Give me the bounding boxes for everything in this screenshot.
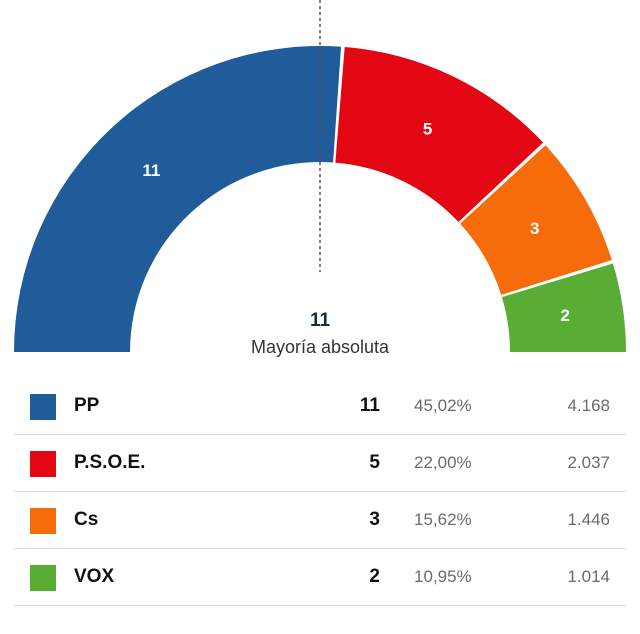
votes-cs: 1.446 (567, 510, 610, 529)
legend-swatch-psoe (30, 451, 56, 477)
results-table: PP 11 45,02% 4.168 P.S.O.E. 5 22,00% 2.0… (14, 378, 626, 606)
table-row-vox[interactable]: VOX 2 10,95% 1.014 (14, 549, 626, 606)
party-name-cs: Cs (74, 509, 99, 530)
table-row-cs[interactable]: Cs 3 15,62% 1.446 (14, 492, 626, 549)
table-row-pp[interactable]: PP 11 45,02% 4.168 (14, 378, 626, 435)
segment-label-vox: 2 (560, 306, 569, 325)
segment-cs[interactable] (460, 145, 612, 295)
majority-label: Mayoría absoluta (250, 337, 390, 357)
majority-number: 11 (309, 310, 331, 331)
votes-psoe: 2.037 (567, 453, 610, 472)
percent-pp: 45,02% (414, 396, 472, 415)
segment-vox[interactable] (501, 263, 626, 352)
seats-cs: 3 (369, 509, 380, 530)
seats-pp: 11 (359, 395, 380, 416)
party-name-vox: VOX (74, 566, 115, 587)
percent-psoe: 22,00% (414, 453, 472, 472)
parliament-chart: 11 5 3 2 (14, 0, 626, 353)
segment-label-pp: 11 (142, 161, 160, 180)
table-row-psoe[interactable]: P.S.O.E. 5 22,00% 2.037 (14, 435, 626, 492)
party-name-pp: PP (74, 395, 100, 416)
percent-cs: 15,62% (414, 510, 472, 529)
votes-vox: 1.014 (567, 567, 610, 586)
legend-swatch-vox (30, 565, 56, 591)
party-name-psoe: P.S.O.E. (74, 452, 146, 473)
votes-pp: 4.168 (567, 396, 610, 415)
segment-pp[interactable] (14, 46, 342, 353)
segment-psoe[interactable] (335, 46, 544, 222)
segment-label-cs: 3 (530, 219, 539, 238)
segment-label-psoe: 5 (423, 120, 432, 139)
seats-vox: 2 (369, 566, 380, 587)
percent-vox: 10,95% (414, 567, 472, 586)
legend-swatch-pp (30, 394, 56, 420)
legend-swatch-cs (30, 508, 56, 534)
seats-psoe: 5 (369, 452, 380, 473)
